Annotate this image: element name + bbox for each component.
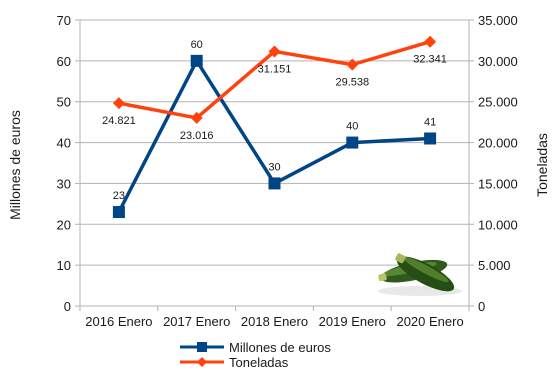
right-tick-label: 0: [478, 299, 485, 314]
x-tick-label: 2019 Enero: [319, 314, 386, 329]
series-layer: [112, 35, 437, 219]
data-label-euros: 41: [424, 116, 436, 128]
x-axis-ticks: 2016 Enero 2017 Enero 2018 Enero 2019 Enero…: [79, 306, 470, 329]
legend-item-toneladas: Toneladas: [180, 355, 289, 370]
x-tick-label: 2017 Enero: [163, 314, 230, 329]
data-label-toneladas: 32.341: [413, 54, 447, 66]
data-label-euros: 40: [346, 121, 358, 133]
data-point-toneladas: [190, 111, 203, 124]
left-tick-label: 20: [57, 217, 71, 232]
data-labels: 23 60 30 40 41 24.821 23.016 31.151 29.538 32.341: [102, 39, 447, 202]
x-tick-label: 2018 Enero: [241, 314, 308, 329]
left-tick-label: 0: [64, 299, 71, 314]
data-label-toneladas: 31.151: [258, 63, 292, 75]
data-point-euros: [424, 132, 437, 145]
right-tick-label: 15.000: [478, 176, 518, 191]
legend-item-euros: Millones de euros: [180, 340, 331, 355]
data-point-euros: [268, 177, 281, 190]
left-tick-label: 50: [57, 95, 71, 110]
x-tick-label: 2016 Enero: [85, 314, 152, 329]
data-point-toneladas: [424, 35, 437, 48]
axes: [79, 20, 470, 306]
data-label-euros: 30: [268, 161, 280, 173]
right-tick-label: 25.000: [478, 95, 518, 110]
right-tick-label: 30.000: [478, 54, 518, 69]
data-point-euros: [346, 136, 359, 149]
left-tick-label: 10: [57, 258, 71, 273]
legend-label-euros: Millones de euros: [229, 340, 331, 355]
right-tick-label: 5.000: [478, 258, 511, 273]
zucchini-icon: [378, 253, 462, 296]
left-tick-label: 60: [57, 54, 71, 69]
data-point-toneladas: [112, 97, 125, 110]
data-label-toneladas: 23.016: [180, 130, 214, 142]
left-tick-label: 40: [57, 136, 71, 151]
data-label-toneladas: 29.538: [335, 77, 369, 89]
right-axis-title: Toneladas: [534, 133, 550, 197]
left-axis-title: Millones de euros: [7, 110, 23, 220]
left-tick-label: 30: [57, 176, 71, 191]
right-axis-ticks: 0 5.000 10.000 15.000 20.000 25.000 30.000 35.0…: [469, 13, 518, 314]
data-label-euros: 23: [113, 190, 125, 202]
data-label-toneladas: 24.821: [102, 115, 136, 127]
left-tick-label: 70: [57, 13, 71, 28]
data-label-euros: 60: [191, 39, 203, 51]
data-point-toneladas: [268, 45, 281, 58]
legend-label-toneladas: Toneladas: [229, 355, 289, 370]
right-tick-label: 35.000: [478, 13, 518, 28]
grid-lines: [80, 19, 469, 307]
data-point-toneladas: [346, 58, 359, 71]
right-tick-label: 10.000: [478, 217, 518, 232]
data-point-euros: [190, 54, 203, 67]
x-tick-label: 2020 Enero: [396, 314, 463, 329]
left-axis-ticks: 0 10 20 30 40 50 60 70: [57, 13, 80, 314]
legend: Millones de euros Toneladas: [180, 340, 331, 370]
data-point-euros: [112, 206, 125, 219]
right-tick-label: 20.000: [478, 136, 518, 151]
